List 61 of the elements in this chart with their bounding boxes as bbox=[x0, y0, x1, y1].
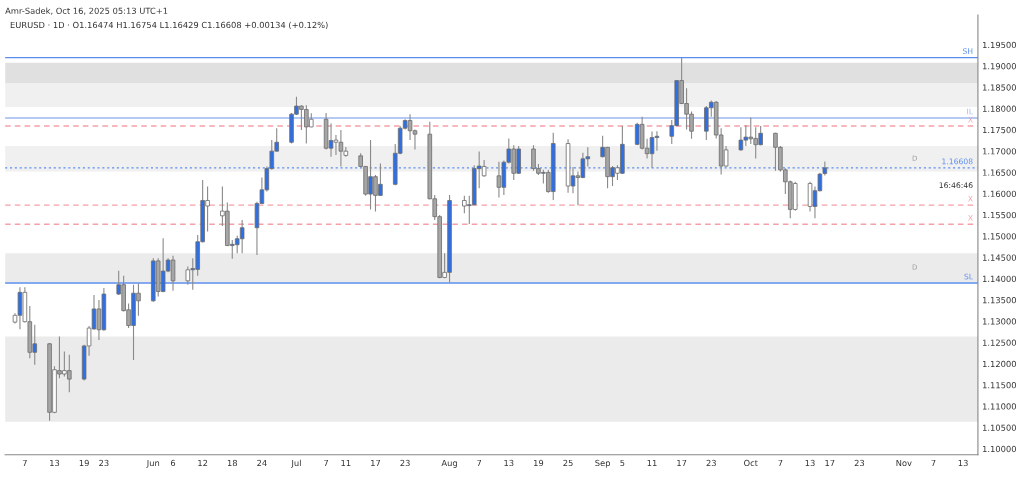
x-tick-label: 13 bbox=[958, 459, 968, 467]
y-tick-label: 1.13500 bbox=[983, 296, 1016, 304]
y-tick-label: 1.18500 bbox=[983, 84, 1016, 91]
x-tick-label: 11 bbox=[341, 459, 351, 467]
candlestick bbox=[170, 255, 176, 292]
candlestick bbox=[738, 126, 744, 152]
x-tick-label: 23 bbox=[706, 459, 716, 467]
x-tick-label: 11 bbox=[647, 459, 657, 467]
x-tick-label: 18 bbox=[227, 459, 237, 467]
x-tick-label: Jun bbox=[146, 459, 160, 468]
candlestick bbox=[649, 131, 655, 169]
x-tick-label: 19 bbox=[79, 459, 89, 467]
x-tick-label: 17 bbox=[677, 459, 687, 467]
x-tick-label: 23 bbox=[854, 459, 865, 467]
x-tick-label: Oct bbox=[744, 459, 758, 467]
x-tick-label: 25 bbox=[563, 459, 573, 467]
y-tick-label: 1.18000 bbox=[983, 105, 1016, 112]
y-tick-label: 1.10000 bbox=[983, 445, 1016, 453]
x-tick-label: 17 bbox=[371, 459, 381, 467]
x-tick-label: 24 bbox=[257, 459, 267, 467]
x-tick-label: 7 bbox=[931, 459, 936, 467]
text: Amr-Sadek, Oct 16, 2025 05:13 UTC+1 bbox=[5, 7, 168, 15]
text: EURUSD · 1D · O1.16474 H1.16754 L1.16429 C1.16608 +0.00134 (+0.12%) bbox=[10, 21, 328, 30]
x-tick-label: Sep bbox=[595, 459, 611, 468]
y-tick-label: 1.19000 bbox=[983, 63, 1016, 70]
candlestick bbox=[185, 265, 191, 286]
x-tick-label: Jul bbox=[291, 459, 301, 468]
y-tick-label: 1.17000 bbox=[983, 148, 1016, 155]
x-tick-label: 13 bbox=[50, 459, 60, 467]
x-tick-label: 5 bbox=[620, 459, 625, 467]
x-tick-label: 23 bbox=[99, 459, 109, 467]
x-tick-label: 6 bbox=[170, 459, 176, 467]
x-tick-label: 7 bbox=[22, 459, 27, 467]
y-tick-label: 1.10500 bbox=[983, 424, 1016, 431]
y-tick-label: 1.14500 bbox=[983, 254, 1016, 261]
y-tick-label: 1.15500 bbox=[983, 211, 1016, 219]
candlestick bbox=[328, 122, 334, 158]
x-tick-label: 12 bbox=[198, 459, 208, 467]
candlestick bbox=[239, 219, 245, 254]
x-tick-label: 7 bbox=[778, 459, 783, 467]
candlestick bbox=[496, 161, 502, 199]
x-tick-label: 13 bbox=[504, 459, 514, 467]
y-tick-label: 1.12000 bbox=[983, 360, 1016, 368]
y-tick-label: 1.16000 bbox=[983, 190, 1016, 197]
x-tick-label: 7 bbox=[477, 459, 482, 467]
x-tick-label: Nov bbox=[896, 459, 912, 467]
y-tick-label: 1.12500 bbox=[983, 339, 1016, 346]
y-tick-label: 1.17500 bbox=[983, 126, 1016, 134]
x-tick-label: 19 bbox=[534, 459, 544, 467]
y-tick-label: 1.13000 bbox=[983, 318, 1016, 325]
x-tick-label: 7 bbox=[324, 459, 329, 467]
y-tick-label: 1.16500 bbox=[983, 169, 1016, 176]
y-tick-label: 1.14000 bbox=[983, 275, 1016, 283]
y-tick-label: 1.15000 bbox=[983, 233, 1016, 240]
x-tick-label: Aug bbox=[441, 459, 457, 468]
x-tick-label: 17 bbox=[825, 459, 835, 467]
y-tick-label: 1.11000 bbox=[983, 403, 1016, 410]
y-tick-label: 1.19500 bbox=[983, 41, 1016, 49]
x-tick-label: 13 bbox=[805, 459, 815, 467]
y-tick-label: 1.11500 bbox=[983, 382, 1016, 389]
x-tick-label: 23 bbox=[400, 459, 410, 467]
